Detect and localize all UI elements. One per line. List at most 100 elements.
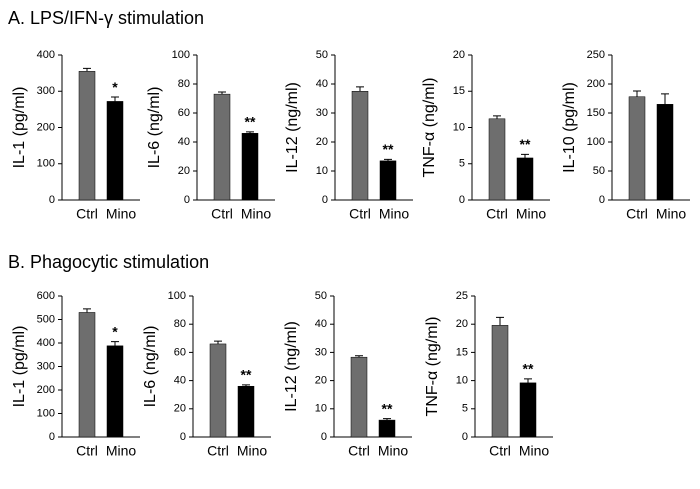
y-tick-label: 20: [316, 136, 328, 148]
error-bar: [493, 115, 501, 119]
error-bar: [246, 131, 254, 134]
x-tick-label: Ctrl: [211, 206, 233, 222]
x-tick-label: Ctrl: [76, 206, 98, 222]
y-axis-label: IL-6 (ng/ml): [142, 326, 159, 408]
significance-label: **: [383, 141, 394, 157]
y-tick-label: 20: [315, 375, 327, 387]
x-tick-label: Ctrl: [349, 206, 371, 222]
y-tick-label: 30: [315, 346, 327, 358]
y-axis-label: IL-1 (pg/ml): [11, 326, 28, 408]
significance-label: **: [520, 136, 531, 152]
y-tick-label: 0: [184, 194, 190, 206]
error-bar: [111, 96, 119, 102]
bar: [378, 419, 396, 438]
bar: [106, 101, 124, 201]
bar: [241, 133, 259, 201]
y-axis-label: TNF-α (ng/ml): [424, 317, 441, 417]
y-tick-label: 20: [178, 165, 190, 177]
y-tick-label: 10: [456, 375, 468, 387]
y-tick-label: 0: [321, 431, 327, 443]
error-bar: [83, 308, 91, 313]
y-tick-label: 50: [315, 290, 327, 302]
y-axis-label: IL-10 (pg/ml): [561, 82, 578, 173]
error-bar: [633, 90, 641, 97]
y-tick-label: 100: [37, 407, 55, 419]
bar: [351, 91, 369, 201]
y-tick-label: 5: [462, 403, 468, 415]
significance-label: **: [523, 361, 534, 377]
y-axis-label: IL-12 (ng/ml): [284, 82, 301, 173]
y-tick-label: 25: [456, 290, 468, 302]
y-tick-label: 200: [37, 121, 55, 133]
y-tick-label: 0: [180, 431, 186, 443]
section-title: B. Phagocytic stimulation: [8, 252, 209, 272]
y-tick-label: 10: [315, 403, 327, 415]
y-tick-label: 80: [178, 78, 190, 90]
y-tick-label: 40: [178, 136, 190, 148]
y-axis-label: TNF-α (ng/ml): [421, 78, 438, 178]
error-bar: [383, 418, 391, 421]
bar: [519, 382, 537, 438]
y-tick-label: 0: [462, 431, 468, 443]
significance-label: *: [112, 79, 118, 95]
bar: [209, 343, 227, 438]
y-tick-label: 500: [37, 313, 55, 325]
y-tick-label: 0: [49, 431, 55, 443]
bar: [488, 118, 506, 201]
x-tick-label: Ctrl: [486, 206, 508, 222]
error-bar: [218, 91, 226, 95]
y-tick-label: 400: [37, 337, 55, 349]
error-bar: [242, 384, 250, 387]
y-tick-label: 40: [315, 318, 327, 330]
y-tick-label: 15: [453, 85, 465, 97]
x-tick-label: Ctrl: [489, 443, 511, 459]
y-tick-label: 300: [37, 85, 55, 97]
error-bar: [111, 341, 119, 346]
section-title: A. LPS/IFN-γ stimulation: [8, 8, 204, 28]
y-tick-label: 100: [168, 290, 186, 302]
bar: [78, 312, 96, 438]
y-tick-label: 30: [316, 107, 328, 119]
y-tick-label: 0: [49, 194, 55, 206]
y-tick-label: 10: [453, 121, 465, 133]
y-tick-label: 20: [456, 318, 468, 330]
error-bar: [83, 67, 91, 72]
bar: [213, 93, 231, 201]
error-bar: [496, 316, 504, 326]
significance-label: **: [382, 400, 393, 416]
y-tick-label: 250: [587, 49, 605, 61]
x-tick-label: Mino: [241, 206, 272, 222]
y-tick-label: 20: [453, 49, 465, 61]
y-tick-label: 60: [174, 346, 186, 358]
x-tick-label: Mino: [656, 206, 687, 222]
x-tick-label: Mino: [519, 443, 550, 459]
y-tick-label: 50: [593, 165, 605, 177]
y-tick-label: 50: [316, 49, 328, 61]
y-tick-label: 300: [37, 360, 55, 372]
y-tick-label: 40: [316, 78, 328, 90]
bar: [106, 345, 124, 438]
bar: [656, 104, 674, 201]
bar: [237, 385, 255, 438]
x-tick-label: Mino: [379, 206, 410, 222]
y-tick-label: 20: [174, 403, 186, 415]
y-tick-label: 0: [599, 194, 605, 206]
y-axis-label: IL-12 (ng/ml): [283, 321, 300, 412]
bar: [379, 160, 397, 201]
x-tick-label: Mino: [516, 206, 547, 222]
y-tick-label: 600: [37, 290, 55, 302]
x-tick-label: Mino: [106, 443, 137, 459]
x-tick-label: Ctrl: [626, 206, 648, 222]
y-axis-label: IL-6 (ng/ml): [146, 87, 163, 169]
significance-label: **: [245, 114, 256, 130]
y-tick-label: 40: [174, 375, 186, 387]
y-tick-label: 0: [459, 194, 465, 206]
y-axis-label: IL-1 (pg/ml): [11, 87, 28, 169]
bar: [78, 71, 96, 201]
y-tick-label: 100: [37, 158, 55, 170]
error-bar: [521, 153, 529, 158]
error-bar: [355, 355, 363, 358]
error-bar: [661, 93, 669, 105]
